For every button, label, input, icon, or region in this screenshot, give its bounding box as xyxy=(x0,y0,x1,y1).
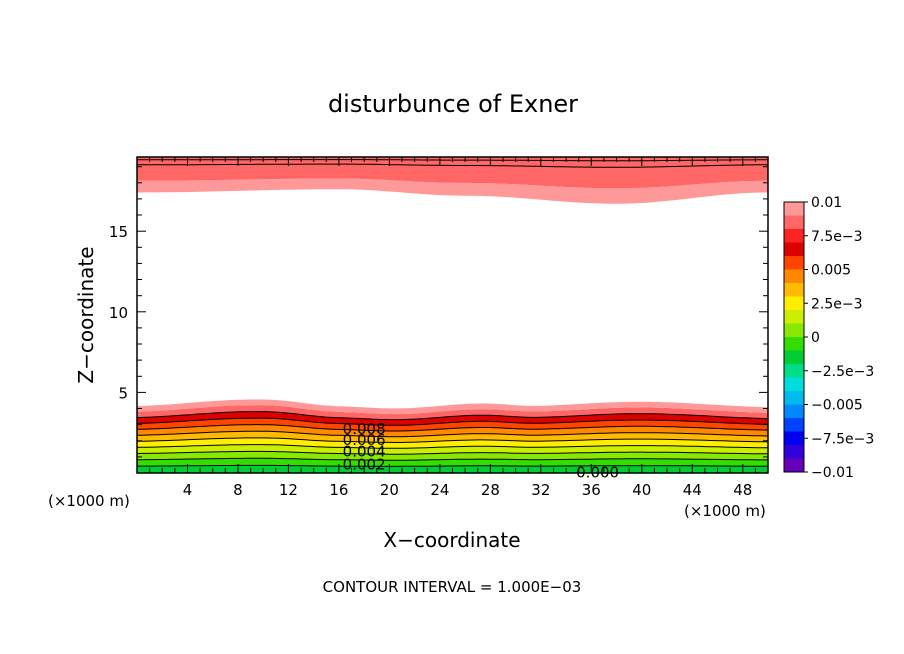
y-tick-label: 10 xyxy=(109,304,128,322)
lower-band-2 xyxy=(137,451,768,461)
colorbar-tick-label: 0.01 xyxy=(811,195,842,211)
upper-band-1 xyxy=(137,164,768,189)
x-tick-label: 48 xyxy=(733,481,752,499)
contour-fills xyxy=(137,157,768,473)
y-tick-label: 15 xyxy=(109,223,128,241)
colorbar-tick-label: −0.005 xyxy=(811,398,863,414)
colorbar xyxy=(783,201,805,473)
x-tick-label: 36 xyxy=(582,481,601,499)
y-tick-label: 5 xyxy=(118,384,128,402)
x-tick-label: 40 xyxy=(632,481,651,499)
lower-band-8 xyxy=(137,411,768,426)
x-tick-label: 12 xyxy=(279,481,298,499)
x-tick-label: 24 xyxy=(430,481,449,499)
lower-band-1 xyxy=(137,458,768,467)
lower-contour-2 xyxy=(137,457,768,461)
upper-contour-0 xyxy=(137,163,768,168)
lower-contour-9 xyxy=(137,411,768,421)
x-axis-left-unit-label: (×1000 m) xyxy=(48,492,130,510)
x-tick-label: 44 xyxy=(683,481,702,499)
lower-contour-6 xyxy=(137,430,768,438)
lower-contour-8 xyxy=(137,417,768,426)
lower-band-9 xyxy=(137,405,768,420)
x-axis-ticks: 4 8 12 16 20 24 28 32 36 40 44 48 xyxy=(149,157,756,499)
lower-band-top xyxy=(137,399,768,415)
colorbar-swatch xyxy=(784,242,804,257)
colorbar-swatch xyxy=(784,229,804,243)
contour-label: 0.006 xyxy=(343,431,386,449)
colorbar-swatch xyxy=(784,269,804,284)
colorbar-swatch xyxy=(784,458,804,473)
colorbar-tick-label: 0 xyxy=(811,330,820,346)
colorbar-swatch xyxy=(784,296,804,311)
lower-band-5 xyxy=(137,431,768,443)
lower-contour-1 xyxy=(137,464,768,467)
colorbar-swatch xyxy=(784,418,804,432)
lower-contour-3 xyxy=(137,450,768,455)
contour-label: 0.002 xyxy=(343,455,386,473)
x-tick-label: 32 xyxy=(531,481,550,499)
colorbar-swatch xyxy=(784,377,804,392)
colorbar-swatch xyxy=(784,310,804,324)
colorbar-tick-label: 0.005 xyxy=(811,263,851,279)
colorbar-tick-label: 2.5e−3 xyxy=(811,296,863,312)
lower-band-6 xyxy=(137,424,768,437)
colorbar-swatch xyxy=(784,283,804,297)
colorbar-swatch xyxy=(784,404,804,419)
contour-label: 0.008 xyxy=(343,420,386,438)
x-axis-right-unit-label: (×1000 m) xyxy=(684,502,766,520)
colorbar-labels: 0.01 7.5e−3 0.005 2.5e−3 0 −2.5e−3 −0.005 −7.5e… xyxy=(804,195,874,481)
y-axis-ticks: 5 10 15 xyxy=(109,166,768,458)
colorbar-tick-label: −0.01 xyxy=(811,465,854,481)
lower-contour-5 xyxy=(137,437,768,443)
x-tick-label: 4 xyxy=(183,481,193,499)
colorbar-swatch xyxy=(784,337,804,351)
contour-lines xyxy=(137,159,768,467)
colorbar-swatch xyxy=(784,431,804,446)
lower-contour-4 xyxy=(137,444,768,449)
colorbar-tick-label: 7.5e−3 xyxy=(811,229,863,245)
colorbar-swatch xyxy=(784,391,804,405)
x-axis-label: X−coordinate xyxy=(383,528,520,552)
colorbar-swatch xyxy=(784,215,804,230)
contour-interval-footer: CONTOUR INTERVAL = 1.000E−03 xyxy=(323,578,582,596)
x-tick-label: 28 xyxy=(481,481,500,499)
upper-band-0 xyxy=(137,178,768,204)
colorbar-swatch xyxy=(784,202,804,216)
chart-title: disturbunce of Exner xyxy=(328,90,578,118)
colorbar-swatch xyxy=(784,364,804,378)
colorbar-swatch xyxy=(784,350,804,365)
y-axis-label: Z−coordinate xyxy=(74,246,98,383)
x-tick-label: 16 xyxy=(329,481,348,499)
colorbar-swatch xyxy=(784,445,804,459)
contour-label: 0.004 xyxy=(343,442,386,460)
colorbar-swatch xyxy=(784,256,804,270)
x-tick-label: 20 xyxy=(380,481,399,499)
colorbar-swatch xyxy=(784,323,804,338)
lower-band-7 xyxy=(137,418,768,431)
x-tick-label: 8 xyxy=(233,481,243,499)
colorbar-tick-label: −2.5e−3 xyxy=(811,364,874,380)
lower-contour-7 xyxy=(137,424,768,432)
colorbar-tick-label: −7.5e−3 xyxy=(811,431,874,447)
